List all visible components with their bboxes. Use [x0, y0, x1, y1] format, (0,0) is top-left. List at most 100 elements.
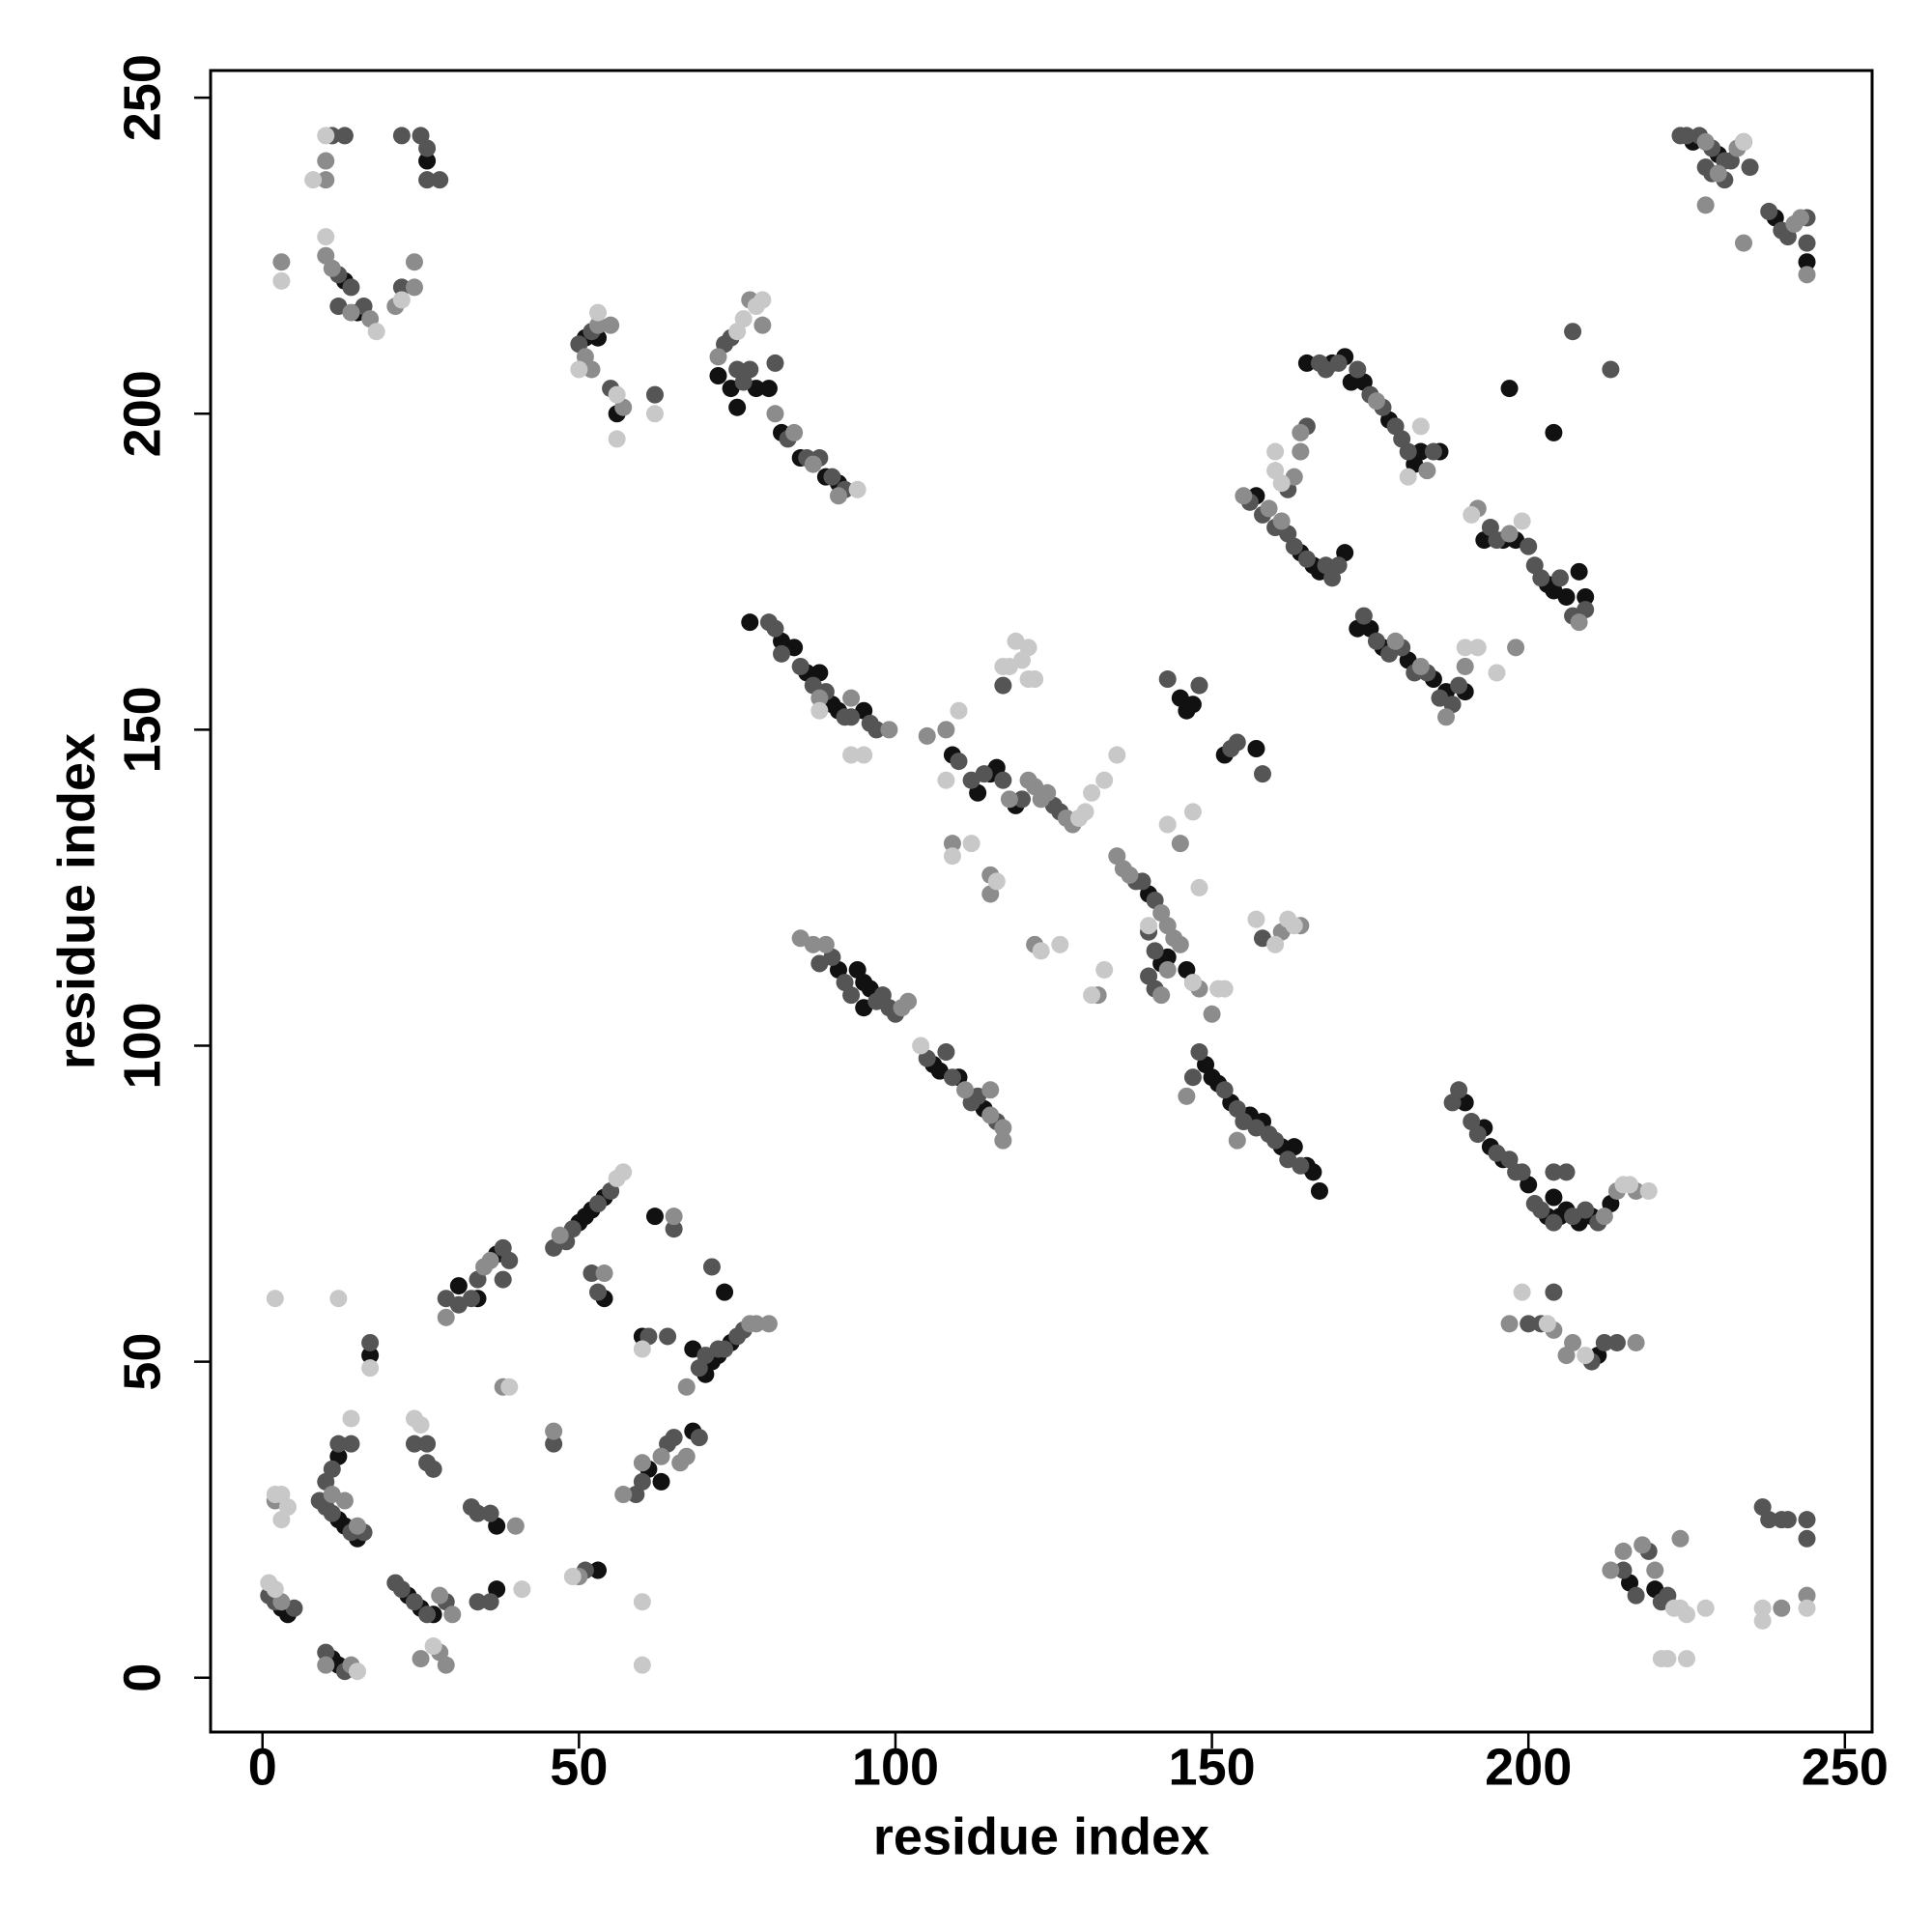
point: [1753, 1599, 1772, 1617]
point: [1538, 1315, 1556, 1333]
point: [317, 228, 335, 246]
point: [994, 1119, 1012, 1137]
point: [1121, 866, 1139, 884]
point: [342, 303, 360, 322]
point: [1354, 607, 1373, 625]
point: [1158, 670, 1177, 689]
point: [1621, 1176, 1639, 1194]
point: [494, 1270, 512, 1289]
point: [1659, 1650, 1677, 1668]
point: [1297, 354, 1316, 372]
point: [1032, 942, 1050, 960]
point: [1386, 632, 1405, 650]
point: [500, 1378, 519, 1396]
point: [766, 619, 784, 638]
y-axis-title: residue index: [47, 733, 105, 1069]
point: [785, 423, 804, 441]
point: [842, 746, 861, 764]
point: [1310, 1181, 1328, 1200]
point: [943, 847, 961, 866]
point: [323, 1460, 341, 1478]
point: [1760, 202, 1778, 220]
point: [361, 1333, 380, 1351]
point: [1557, 1163, 1576, 1181]
point: [1411, 657, 1430, 675]
point: [405, 253, 423, 271]
point: [405, 1435, 423, 1453]
point: [1051, 935, 1069, 953]
point: [791, 657, 810, 675]
point: [1450, 1081, 1468, 1099]
point: [563, 1568, 582, 1586]
point: [481, 1504, 499, 1522]
point: [1215, 1081, 1234, 1099]
y-tick-label: 0: [113, 1663, 171, 1692]
point: [773, 644, 791, 663]
point: [349, 1517, 367, 1535]
x-tick-label: 150: [1169, 1738, 1256, 1796]
point: [962, 835, 980, 853]
point: [342, 1409, 360, 1428]
point: [1678, 1650, 1696, 1668]
point: [981, 1106, 1000, 1124]
point: [741, 613, 759, 632]
point: [437, 1656, 455, 1674]
point: [361, 1359, 380, 1378]
point: [1399, 468, 1417, 486]
point: [1038, 783, 1057, 802]
point: [633, 1656, 651, 1674]
point: [317, 171, 335, 189]
point: [342, 278, 360, 297]
point: [1266, 1131, 1285, 1150]
point: [418, 1605, 437, 1624]
point: [747, 1315, 765, 1333]
point: [1545, 1283, 1563, 1301]
point: [329, 1290, 348, 1308]
x-tick-label: 250: [1802, 1738, 1889, 1796]
point: [645, 385, 664, 404]
point: [469, 1504, 487, 1522]
point: [1146, 942, 1164, 960]
point: [1696, 196, 1715, 214]
point: [816, 935, 835, 953]
point: [1696, 1599, 1715, 1617]
point: [1734, 132, 1752, 151]
x-tick-label: 100: [852, 1738, 939, 1796]
x-tick-label: 0: [248, 1738, 277, 1796]
point: [1095, 960, 1114, 979]
point: [810, 701, 829, 720]
point: [943, 835, 961, 853]
point: [392, 127, 411, 145]
point: [323, 1504, 341, 1522]
point: [652, 1447, 670, 1465]
point: [1190, 1043, 1208, 1062]
point: [1798, 1529, 1816, 1548]
point: [272, 253, 291, 271]
point: [1247, 740, 1265, 758]
point: [1709, 164, 1727, 183]
point: [582, 360, 601, 379]
point: [1076, 803, 1094, 821]
point: [918, 726, 936, 745]
point: [1753, 1611, 1772, 1630]
point: [342, 1435, 360, 1453]
y-tick-label: 50: [113, 1333, 171, 1391]
point: [1545, 1163, 1563, 1181]
point: [1760, 1511, 1778, 1529]
point: [405, 1593, 423, 1611]
point: [1456, 639, 1474, 657]
point: [405, 278, 423, 297]
point: [1696, 132, 1715, 151]
point: [1734, 234, 1752, 252]
point: [829, 487, 847, 505]
point: [1798, 234, 1816, 252]
point: [1424, 442, 1442, 461]
point: [1577, 587, 1595, 606]
point: [1577, 1347, 1595, 1365]
point: [1564, 1333, 1582, 1351]
point: [1627, 1586, 1645, 1605]
point: [1019, 639, 1037, 657]
